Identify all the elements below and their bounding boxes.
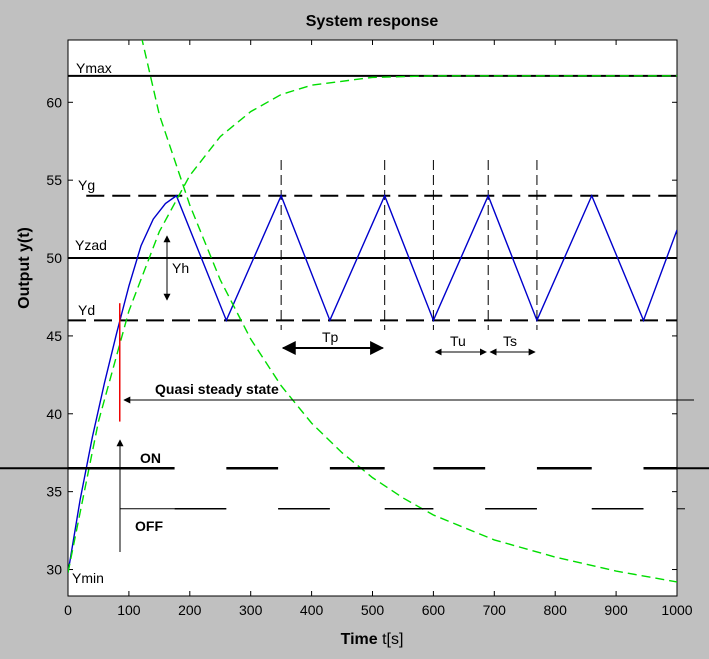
annotations: Ymax Yg Yzad Yd Ymin Yh Tp Tu Ts Quasi steady sta… <box>0 60 709 586</box>
axis-ticks: 0 100 200 300 400 500 600 700 800 900 1000 30 35 40 45… <box>46 40 693 618</box>
y-tick-label: 55 <box>46 172 62 188</box>
x-axis-label-bold: Time <box>341 631 378 648</box>
x-tick-label: 100 <box>117 602 141 618</box>
y-tick-label: 45 <box>46 328 62 344</box>
yd-label: Yd <box>78 302 95 318</box>
y-tick-label: 60 <box>46 94 62 110</box>
x-axis-label-units: t[s] <box>378 631 404 648</box>
series-lines <box>68 40 677 583</box>
x-tick-label: 500 <box>361 602 385 618</box>
x-tick-label: 700 <box>483 602 507 618</box>
y-tick-label: 50 <box>46 250 62 266</box>
y-tick-label: 30 <box>46 562 62 578</box>
chart-title: System response <box>306 13 439 30</box>
y-tick-label: 35 <box>46 484 62 500</box>
tu-label: Tu <box>450 333 466 349</box>
y-axis-label: Output y(t) <box>16 227 33 309</box>
yh-label: Yh <box>172 260 189 276</box>
x-tick-label: 200 <box>178 602 202 618</box>
yzad-label: Yzad <box>75 237 107 253</box>
x-tick-label: 300 <box>239 602 263 618</box>
on-label: ON <box>140 450 161 466</box>
x-tick-label: 0 <box>64 602 72 618</box>
x-tick-label: 600 <box>422 602 446 618</box>
tp-label: Tp <box>322 329 339 345</box>
quasi-label: Quasi steady state <box>155 381 279 397</box>
x-tick-label: 900 <box>604 602 628 618</box>
y-tick-label: 40 <box>46 406 62 422</box>
ymin-label: Ymin <box>72 570 104 586</box>
plot-area <box>67 39 678 597</box>
yg-label: Yg <box>78 177 95 193</box>
x-axis-label: Time t[s] <box>341 631 404 648</box>
x-tick-label: 800 <box>544 602 568 618</box>
ts-label: Ts <box>503 333 517 349</box>
x-tick-label: 400 <box>300 602 324 618</box>
envelope-curve <box>141 40 677 583</box>
off-label: OFF <box>135 518 163 534</box>
ymax-label: Ymax <box>76 60 112 76</box>
response-curve <box>68 193 677 573</box>
x-tick-label: 1000 <box>661 602 692 618</box>
envelope-curve <box>68 75 677 573</box>
